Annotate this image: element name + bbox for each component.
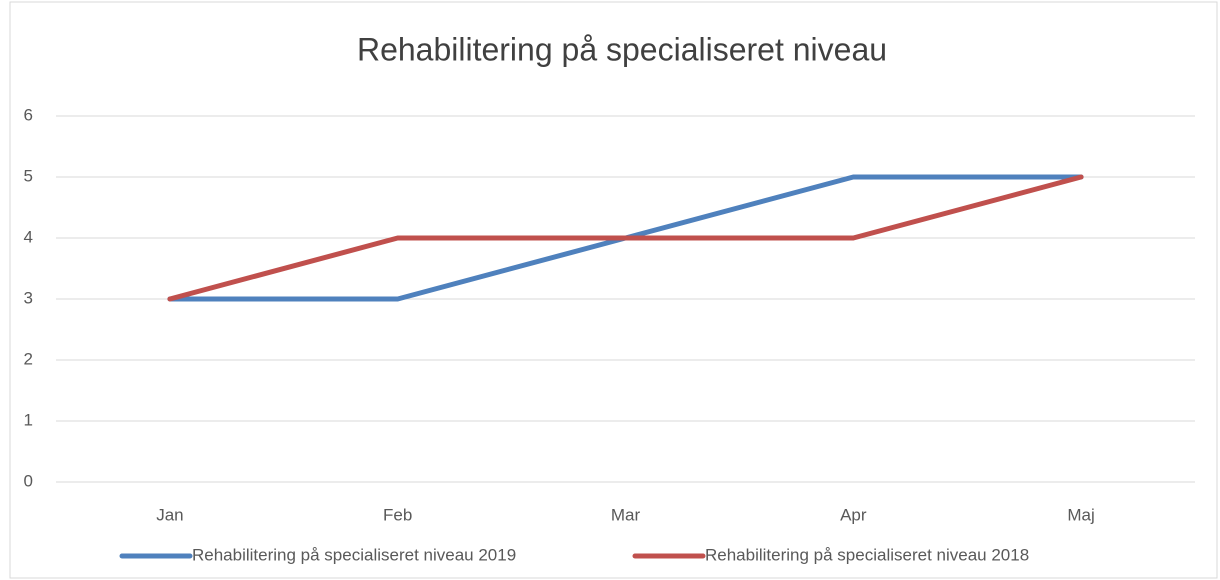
chart-frame — [9, 1, 1218, 579]
x-tick-label: Apr — [840, 505, 867, 524]
line-series — [167, 174, 1084, 302]
legend-label: Rehabilitering på specialiseret niveau 2… — [705, 545, 1029, 564]
x-tick-label: Feb — [383, 505, 412, 524]
y-tick-label: 5 — [24, 166, 33, 185]
y-tick-label: 6 — [24, 105, 33, 124]
x-tick-label: Maj — [1067, 505, 1094, 524]
x-tick-label: Mar — [611, 505, 641, 524]
y-tick-label: 2 — [24, 349, 33, 368]
y-tick-label: 0 — [24, 471, 33, 490]
x-tick-label: Jan — [156, 505, 183, 524]
y-tick-label: 1 — [24, 410, 33, 429]
chart-title: Rehabilitering på specialiseret niveau — [357, 31, 887, 67]
y-tick-label: 3 — [24, 288, 33, 307]
y-tick-label: 4 — [24, 227, 33, 246]
legend-label: Rehabilitering på specialiseret niveau 2… — [192, 545, 516, 564]
